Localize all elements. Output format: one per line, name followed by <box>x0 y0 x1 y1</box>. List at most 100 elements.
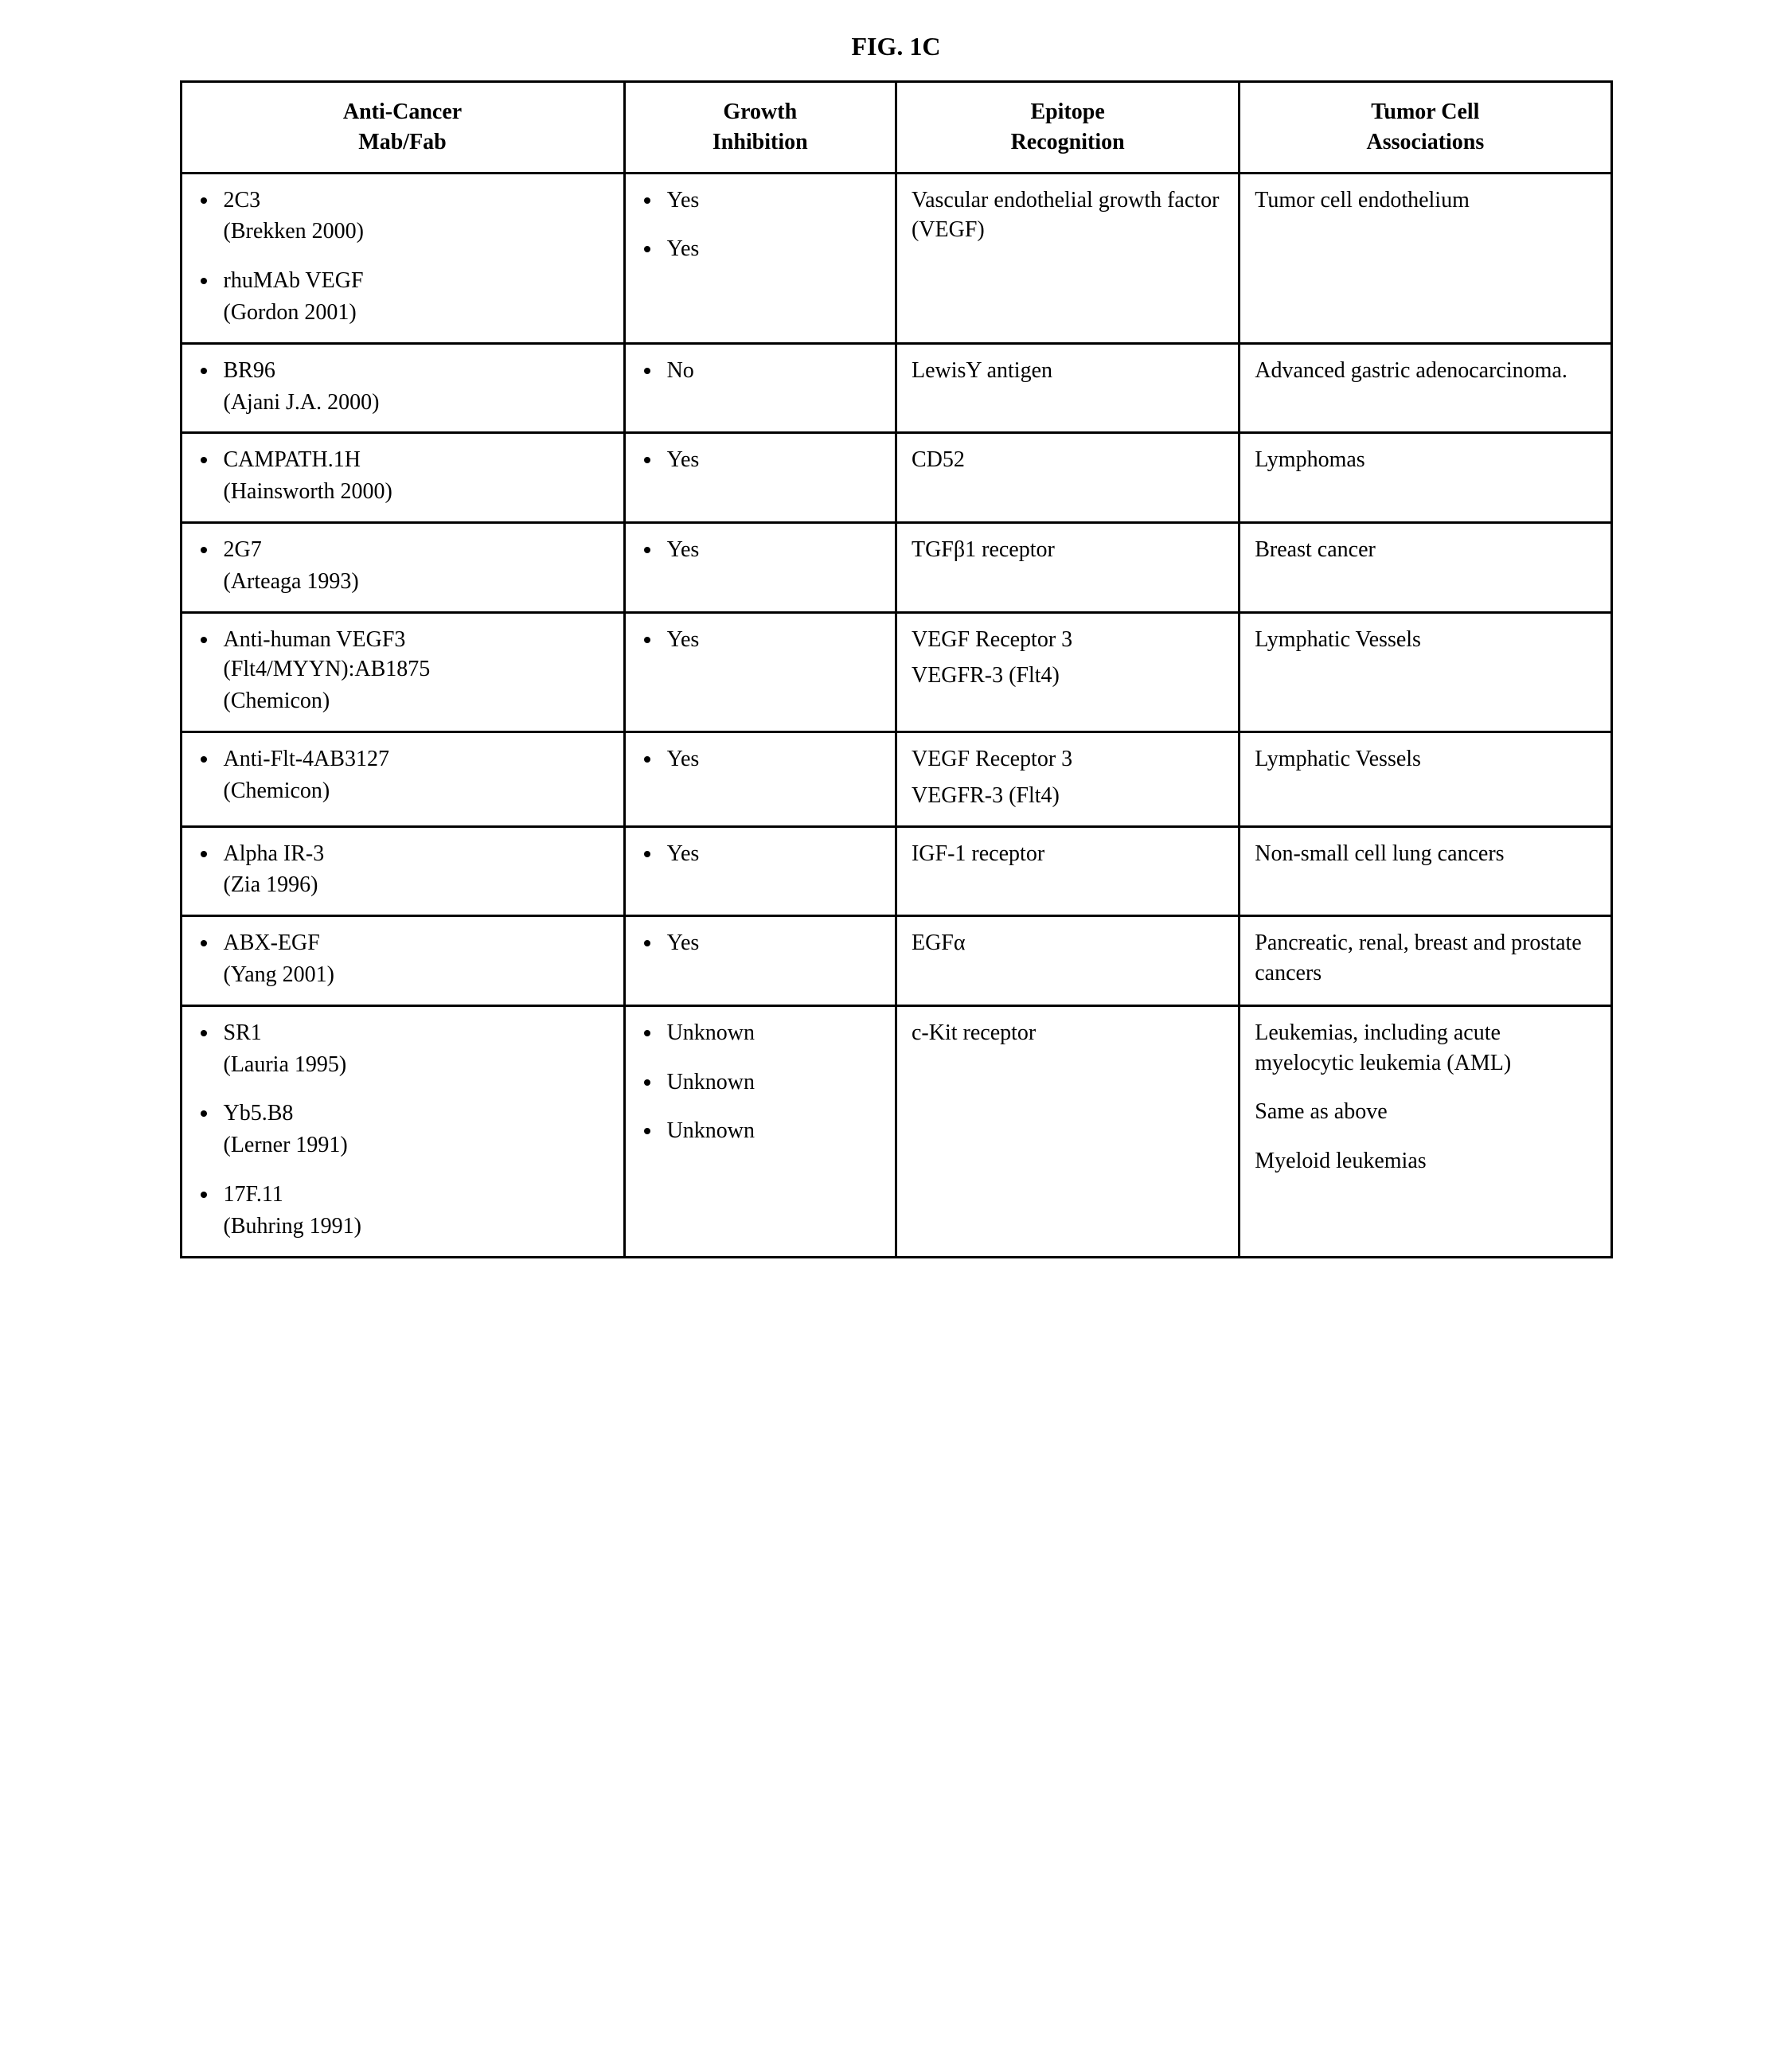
assoc-cell: Lymphomas <box>1240 433 1611 523</box>
growth-list: No <box>640 356 880 386</box>
mab-item: BR96(Ajani J.A. 2000) <box>219 356 609 418</box>
epitope-line: VEGF Receptor 3 <box>912 625 1224 655</box>
mab-ref: (Gordon 2001) <box>224 298 609 328</box>
epitope-lines: EGFα <box>912 928 1224 958</box>
epitope-lines: VEGF Receptor 3VEGFR-3 (Flt4) <box>912 744 1224 811</box>
mab-item: CAMPATH.1H (Hainsworth 2000) <box>219 445 609 507</box>
epitope-cell: c-Kit receptor <box>896 1005 1239 1257</box>
assoc-blocks: Lymphatic Vessels <box>1255 744 1595 774</box>
mab-item: Yb5.B8(Lerner 1991) <box>219 1098 609 1161</box>
table-row: 2G7 (Arteaga 1993) Yes TGFβ1 receptor Breast… <box>181 522 1611 612</box>
assoc-cell: Lymphatic Vessels <box>1240 732 1611 826</box>
mab-ref: (Arteaga 1993) <box>224 567 609 597</box>
growth-cell: Yes <box>624 732 896 826</box>
growth-list: Yes <box>640 928 880 958</box>
mab-cell: 2G7 (Arteaga 1993) <box>181 522 624 612</box>
epitope-line: Vascular endothelial growth factor (VEGF… <box>912 185 1224 246</box>
growth-item: Yes <box>662 535 880 565</box>
epitope-line: LewisY antigen <box>912 356 1224 386</box>
table-row: Anti-human VEGF3 (Flt4/MYYN):AB1875(Chem… <box>181 612 1611 732</box>
figure-title: FIG. 1C <box>32 32 1760 61</box>
growth-cell: No <box>624 343 896 433</box>
col-header-line: Inhibition <box>713 130 808 154</box>
mab-name: 2C3 <box>224 188 261 213</box>
epitope-line: EGFα <box>912 928 1224 958</box>
mab-ref: (Hainsworth 2000) <box>224 477 609 507</box>
epitope-cell: VEGF Receptor 3 VEGFR-3 (Flt4) <box>896 612 1239 732</box>
growth-item: Yes <box>662 839 880 869</box>
assoc-cell: Breast cancer <box>1240 522 1611 612</box>
assoc-text: Non-small cell lung cancers <box>1255 839 1595 869</box>
assoc-text: Tumor cell endothelium <box>1255 185 1595 216</box>
mab-cell: Alpha IR-3 (Zia 1996) <box>181 826 624 916</box>
epitope-line: CD52 <box>912 445 1224 475</box>
epitope-line: TGFβ1 receptor <box>912 535 1224 565</box>
growth-cell: Yes <box>624 612 896 732</box>
assoc-text: Lymphomas <box>1255 445 1595 475</box>
col-header-line: Tumor Cell <box>1371 99 1479 124</box>
col-header-line: Growth <box>723 99 797 124</box>
epitope-cell: TGFβ1 receptor <box>896 522 1239 612</box>
mab-ref: (Brekken 2000) <box>224 217 609 247</box>
table-header-row: Anti-Cancer Mab/Fab Growth Inhibition Ep… <box>181 82 1611 174</box>
mab-item: Anti-human VEGF3 (Flt4/MYYN):AB1875(Chem… <box>219 625 609 716</box>
mab-cell: ABX-EGF(Yang 2001) <box>181 916 624 1006</box>
assoc-text: Lymphatic Vessels <box>1255 625 1595 655</box>
mab-name: CAMPATH.1H <box>224 447 361 472</box>
mab-ref: (Buhring 1991) <box>224 1211 609 1242</box>
growth-item: Unknown <box>662 1116 880 1146</box>
mab-name: Alpha IR-3 <box>224 841 325 866</box>
mab-item: 17F.11 (Buhring 1991) <box>219 1180 609 1242</box>
mab-list: SR1(Lauria 1995)Yb5.B8(Lerner 1991)17F.1… <box>197 1018 609 1242</box>
mab-name: ABX-EGF <box>224 931 320 955</box>
growth-cell: Yes <box>624 826 896 916</box>
mab-name: rhuMAb VEGF <box>224 268 364 293</box>
epitope-line: IGF-1 receptor <box>912 839 1224 869</box>
epitope-cell: Vascular endothelial growth factor (VEGF… <box>896 173 1239 343</box>
epitope-lines: LewisY antigen <box>912 356 1224 386</box>
mab-name: 2G7 <box>224 537 262 562</box>
table-row: SR1(Lauria 1995)Yb5.B8(Lerner 1991)17F.1… <box>181 1005 1611 1257</box>
mab-name: 17F.11 <box>224 1182 283 1207</box>
epitope-cell: IGF-1 receptor <box>896 826 1239 916</box>
growth-item: Yes <box>662 445 880 475</box>
mab-name: Anti-human VEGF3 (Flt4/MYYN):AB1875 <box>224 627 431 682</box>
growth-item: No <box>662 356 880 386</box>
mab-cell: Anti-Flt-4AB3127(Chemicon) <box>181 732 624 826</box>
table-row: CAMPATH.1H (Hainsworth 2000) Yes CD52 Lympho… <box>181 433 1611 523</box>
epitope-line: c-Kit receptor <box>912 1018 1224 1048</box>
assoc-blocks: Tumor cell endothelium <box>1255 185 1595 216</box>
assoc-text: Leukemias, including acute myelocytic le… <box>1255 1018 1595 1079</box>
assoc-blocks: Lymphomas <box>1255 445 1595 475</box>
mab-list: ABX-EGF(Yang 2001) <box>197 928 609 990</box>
growth-item: Yes <box>662 234 880 264</box>
mab-name: BR96 <box>224 358 275 383</box>
epitope-cell: EGFα <box>896 916 1239 1006</box>
mab-cell: Anti-human VEGF3 (Flt4/MYYN):AB1875(Chem… <box>181 612 624 732</box>
assoc-text: Same as above <box>1255 1097 1595 1127</box>
col-header: Epitope Recognition <box>896 82 1239 174</box>
growth-cell: YesYes <box>624 173 896 343</box>
mab-list: Alpha IR-3 (Zia 1996) <box>197 839 609 901</box>
col-header-line: Anti-Cancer <box>343 99 462 124</box>
mab-ref: (Zia 1996) <box>224 870 609 900</box>
growth-item: Unknown <box>662 1067 880 1098</box>
assoc-blocks: Non-small cell lung cancers <box>1255 839 1595 869</box>
mab-name: SR1 <box>224 1020 262 1045</box>
assoc-cell: Leukemias, including acute myelocytic le… <box>1240 1005 1611 1257</box>
epitope-cell: CD52 <box>896 433 1239 523</box>
table-body: 2C3 (Brekken 2000) rhuMAb VEGF (Gordon 2001… <box>181 173 1611 1257</box>
anticancer-table: Anti-Cancer Mab/Fab Growth Inhibition Ep… <box>180 80 1613 1258</box>
mab-cell: 2C3 (Brekken 2000) rhuMAb VEGF (Gordon 2001… <box>181 173 624 343</box>
growth-list: Yes <box>640 744 880 774</box>
assoc-cell: Advanced gastric adenocarcinoma. <box>1240 343 1611 433</box>
mab-ref: (Chemicon) <box>224 776 609 806</box>
epitope-line: VEGFR-3 (Flt4) <box>912 661 1224 691</box>
epitope-lines: TGFβ1 receptor <box>912 535 1224 565</box>
col-header-line: Epitope <box>1030 99 1104 124</box>
growth-cell: Yes <box>624 433 896 523</box>
growth-list: Yes <box>640 535 880 565</box>
mab-name: Yb5.B8 <box>224 1101 294 1126</box>
assoc-text: Myeloid leukemias <box>1255 1146 1595 1176</box>
epitope-lines: c-Kit receptor <box>912 1018 1224 1048</box>
